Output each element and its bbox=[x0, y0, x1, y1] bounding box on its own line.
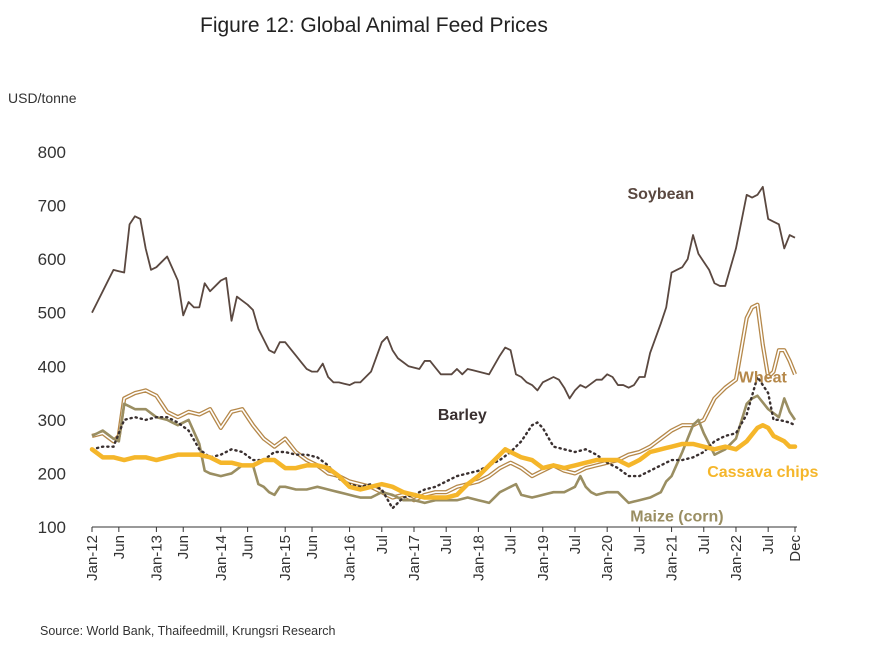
x-tick-label: Jun bbox=[175, 535, 192, 559]
series-cassava-chips-line bbox=[89, 422, 798, 500]
x-tick-label: Jul bbox=[567, 535, 584, 554]
x-tick-label: Jul bbox=[374, 535, 391, 554]
y-tick-label: 800 bbox=[38, 143, 66, 162]
x-tick-label: Jul bbox=[503, 535, 520, 554]
y-tick-label: 700 bbox=[38, 197, 66, 216]
x-tick-label: Jan-22 bbox=[728, 535, 745, 581]
x-tick-label: Jan-18 bbox=[470, 535, 487, 581]
series-labels: Soybean Wheat Barley Cassava chips Maize (co… bbox=[438, 186, 819, 526]
y-tick-label: 300 bbox=[38, 411, 66, 430]
series-soybean-line bbox=[91, 185, 796, 400]
x-tick-label: Dec bbox=[787, 535, 804, 562]
x-tick-label: Jul bbox=[438, 535, 455, 554]
series-wheat-line-outline bbox=[91, 302, 797, 503]
x-tick-label: Jan-14 bbox=[213, 535, 230, 581]
x-tick-label: Jul bbox=[696, 535, 713, 554]
y-tick-label: 100 bbox=[38, 518, 66, 537]
x-tick-label: Jun bbox=[240, 535, 257, 559]
y-tick-label: 400 bbox=[38, 357, 66, 376]
series-wheat-line-inner bbox=[91, 303, 796, 502]
series-barley-line bbox=[90, 374, 797, 511]
x-tick-label: Jul bbox=[760, 535, 777, 554]
x-tick-label: Jan-12 bbox=[84, 535, 101, 581]
x-tick-label: Jan-21 bbox=[664, 535, 681, 581]
x-tick-label: Jul bbox=[631, 535, 648, 554]
x-tick-label: Jun bbox=[304, 535, 321, 559]
y-tick-label: 500 bbox=[38, 304, 66, 323]
chart-title: Figure 12: Global Animal Feed Prices bbox=[200, 14, 548, 37]
x-tick-label: Jan-15 bbox=[277, 535, 294, 581]
y-axis-ticks: 100 200 300 400 500 600 700 800 bbox=[38, 143, 66, 537]
x-tick-label: Jan-16 bbox=[342, 535, 359, 581]
series-wheat-label: Wheat bbox=[739, 369, 788, 386]
series-soybean-label: Soybean bbox=[627, 186, 694, 203]
x-axis-ticks: Jan-12 Jun Jan-13 Jun Jan-14 Jun Jan-15 Jun Jan-… bbox=[84, 527, 804, 581]
x-tick-label: Jan-19 bbox=[535, 535, 552, 581]
x-tick-label: Jan-20 bbox=[599, 535, 616, 581]
y-tick-label: 200 bbox=[38, 464, 66, 483]
series-layer bbox=[89, 185, 798, 511]
x-tick-label: Jan-17 bbox=[406, 535, 423, 581]
line-chart: 100 200 300 400 500 600 700 800 Jan-12 Jun Jan-13… bbox=[38, 143, 819, 581]
series-maize-corn-label: Maize (corn) bbox=[630, 509, 723, 526]
x-tick-label: Jun bbox=[111, 535, 128, 559]
source-note: Source: World Bank, Thaifeedmill, Krungs… bbox=[40, 624, 336, 638]
series-cassava-chips-label: Cassava chips bbox=[707, 464, 818, 481]
y-axis-unit: USD/tonne bbox=[8, 90, 77, 106]
y-tick-label: 600 bbox=[38, 250, 66, 269]
series-maize-corn-line bbox=[91, 394, 797, 505]
series-barley-label: Barley bbox=[438, 407, 487, 424]
x-tick-label: Jan-13 bbox=[148, 535, 165, 581]
